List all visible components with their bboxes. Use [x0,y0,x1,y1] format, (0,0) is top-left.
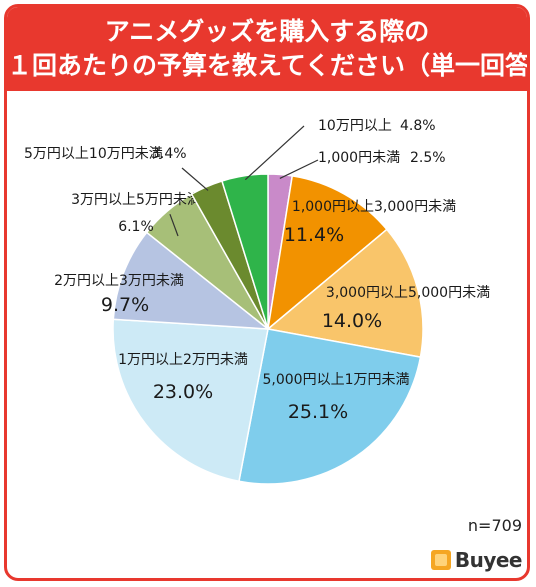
leader-line [181,167,209,191]
slice-value-label: 11.4% [284,224,344,246]
slice-value-label: 2.5% [410,150,446,166]
leader-line [244,125,305,181]
slice-label: 10万円以上 [318,118,392,134]
slice-value-label: 25.1% [288,401,348,423]
slice-value-label: 3.4% [151,146,187,162]
slice-label: 1,000円未満 [318,150,400,166]
slice-label: 5万円以上10万円未満 [24,146,163,162]
slice-label: 5,000円以上1万円未満 [263,372,410,388]
slice-value-label: 9.7% [101,294,149,316]
slice-value-label: 23.0% [153,381,213,403]
slice-value-label: 14.0% [322,310,382,332]
pie-slice [266,228,424,358]
chart-title-line-2: １回あたりの予算を教えてください（単一回答） [7,51,530,80]
chart-title: アニメグッズを購入する際の １回あたりの予算を教えてください（単一回答） [7,7,527,91]
buyee-logo-icon [430,550,451,570]
slice-label: 2万円以上3万円未満 [54,273,184,289]
leader-line [169,213,179,237]
pie-slice [112,318,269,483]
chart-title-line-1: アニメグッズを購入する際の [104,17,430,46]
slice-label: 3,000円以上5,000円未満 [326,285,490,301]
pie-slice [238,328,422,485]
brand-logo: Buyee [430,548,523,572]
slice-label: 3万円以上5万円未満 [71,192,201,208]
pie-slice [221,173,269,330]
leader-line [279,159,319,180]
sample-size-note: n=709 [467,516,522,535]
pie-slice [112,231,271,330]
slice-value-label: 6.1% [118,219,154,235]
brand-name: Buyee [454,548,523,572]
slice-label: 1万円以上2万円未満 [118,352,248,368]
slice-value-label: 4.8% [400,118,436,134]
chart-frame: アニメグッズを購入する際の １回あたりの予算を教えてください（単一回答） [4,4,530,581]
slice-label: 1,000円以上3,000円未満 [292,199,456,215]
pie-slice [266,175,388,331]
